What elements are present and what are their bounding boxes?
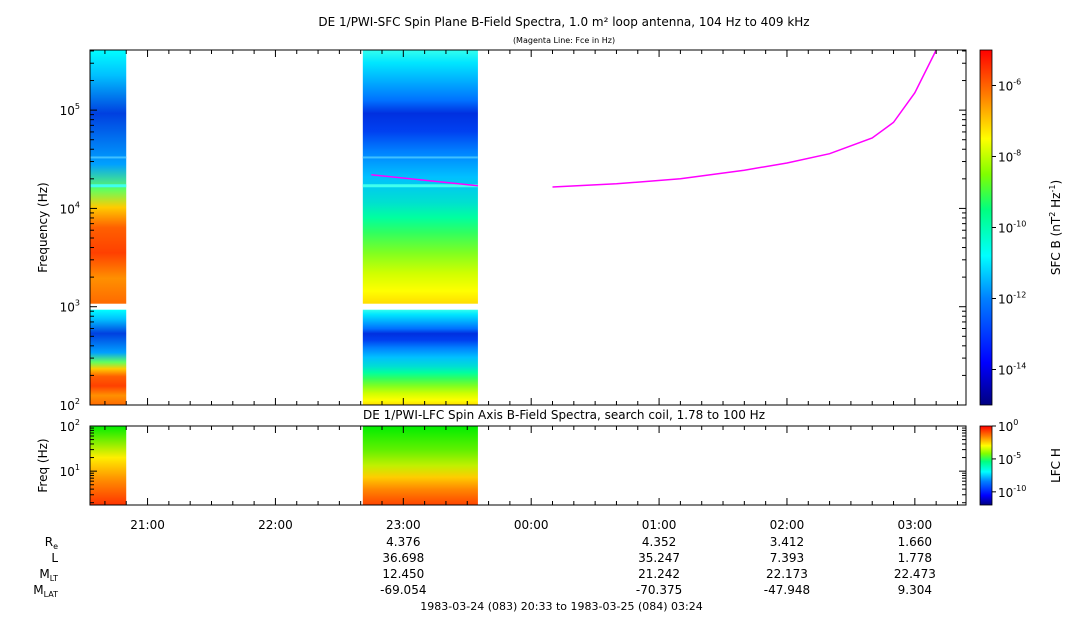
colorbar-tick-label: 10-6	[998, 78, 1021, 94]
ephemeris-table: Re 4.376 4.352 3.412 1.660 L 36.698 35.247 7.393…	[33, 535, 936, 599]
ephemeris-row-label: L	[51, 551, 58, 565]
lfc-colorbar	[979, 425, 993, 506]
ephemeris-value: 9.304	[898, 583, 932, 597]
lfc-data-block	[90, 426, 127, 505]
sfc-y-axis-label: Frequency (Hz)	[36, 182, 50, 273]
x-tick-label: 02:00	[770, 518, 805, 532]
lfc-plot-frame	[89, 425, 967, 506]
ephemeris-value: 4.352	[642, 535, 676, 549]
colorbar-tick-label: 10-10	[998, 220, 1026, 236]
ephemeris-value: 7.393	[770, 551, 804, 565]
sfc-panel: 102 103 104 105 Frequency (Hz)	[36, 49, 967, 413]
ephemeris-value: -47.948	[764, 583, 810, 597]
colorbar-tick-label: 10-10	[998, 484, 1026, 500]
main-title: DE 1/PWI-SFC Spin Plane B-Field Spectra,…	[318, 15, 810, 29]
colorbars: 10-6 10-8 10-10 10-12 10-14 SFC B (nT2 Hz-1) 1…	[979, 49, 1063, 506]
y-tick-label: 102	[60, 397, 80, 413]
ephemeris-value: 1.778	[898, 551, 932, 565]
colorbar-tick-label: 10-12	[998, 291, 1026, 307]
lower-panel-title: DE 1/PWI-LFC Spin Axis B-Field Spectra, …	[362, 408, 766, 422]
ephemeris-value: 22.173	[766, 567, 808, 581]
lfc-colorbar-label: LFC H	[1049, 448, 1063, 483]
ephemeris-value: 12.450	[382, 567, 424, 581]
sfc-data-block-upper	[90, 50, 127, 304]
sfc-band-line	[90, 184, 127, 188]
ephemeris-row-label: MLAT	[33, 583, 58, 599]
ephemeris-row-label: MLT	[39, 567, 58, 583]
sfc-colorbar-label: SFC B (nT2 Hz-1)	[1048, 180, 1063, 275]
colorbar-tick-label: 100	[998, 418, 1018, 434]
y-tick-label: 104	[60, 200, 80, 216]
x-tick-label: 03:00	[898, 518, 933, 532]
colorbar-tick-label: 10-8	[998, 149, 1021, 165]
ephemeris-value: 1.660	[898, 535, 932, 549]
sfc-data-block-upper	[362, 50, 478, 304]
x-tick-label: 23:00	[386, 518, 421, 532]
ephemeris-value: -69.054	[380, 583, 426, 597]
ephemeris-value: 3.412	[770, 535, 804, 549]
sfc-band-line	[362, 184, 478, 188]
fce-line	[371, 174, 478, 187]
subtitle: (Magenta Line: Fce in Hz)	[512, 36, 616, 45]
y-tick-label: 102	[60, 418, 80, 434]
sfc-data-block-lower	[362, 309, 478, 405]
x-tick-label: 00:00	[514, 518, 549, 532]
x-tick-label: 22:00	[258, 518, 293, 532]
ephemeris-value: 22.473	[894, 567, 936, 581]
x-tick-label: 01:00	[642, 518, 677, 532]
ephemeris-row-label: Re	[45, 535, 58, 551]
sfc-data-block-lower	[90, 309, 127, 405]
sfc-colorbar	[979, 49, 993, 406]
ephemeris-value: 21.242	[638, 567, 680, 581]
sfc-band-line	[362, 156, 478, 159]
ephemeris-value: 36.698	[382, 551, 424, 565]
ephemeris-value: -70.375	[636, 583, 682, 597]
lfc-y-axis-label: Freq (Hz)	[36, 438, 50, 492]
y-tick-label: 105	[60, 102, 80, 118]
footer-date-range: 1983-03-24 (083) 20:33 to 1983-03-25 (08…	[420, 600, 703, 613]
colorbar-tick-label: 10-14	[998, 362, 1026, 378]
x-tick-label: 21:00	[130, 518, 165, 532]
colorbar-tick-label: 10-5	[998, 451, 1021, 467]
sfc-band-line	[90, 156, 127, 159]
lfc-data-block	[362, 426, 478, 505]
lfc-panel: 101 102 Freq (Hz) 21:00 22:00 23:00 00:00 01:00…	[36, 418, 967, 532]
ephemeris-value: 4.376	[386, 535, 420, 549]
fce-line	[552, 49, 937, 188]
y-tick-label: 103	[60, 299, 80, 315]
ephemeris-value: 35.247	[638, 551, 680, 565]
y-tick-label: 101	[60, 463, 80, 479]
sfc-plot-frame	[89, 49, 967, 406]
